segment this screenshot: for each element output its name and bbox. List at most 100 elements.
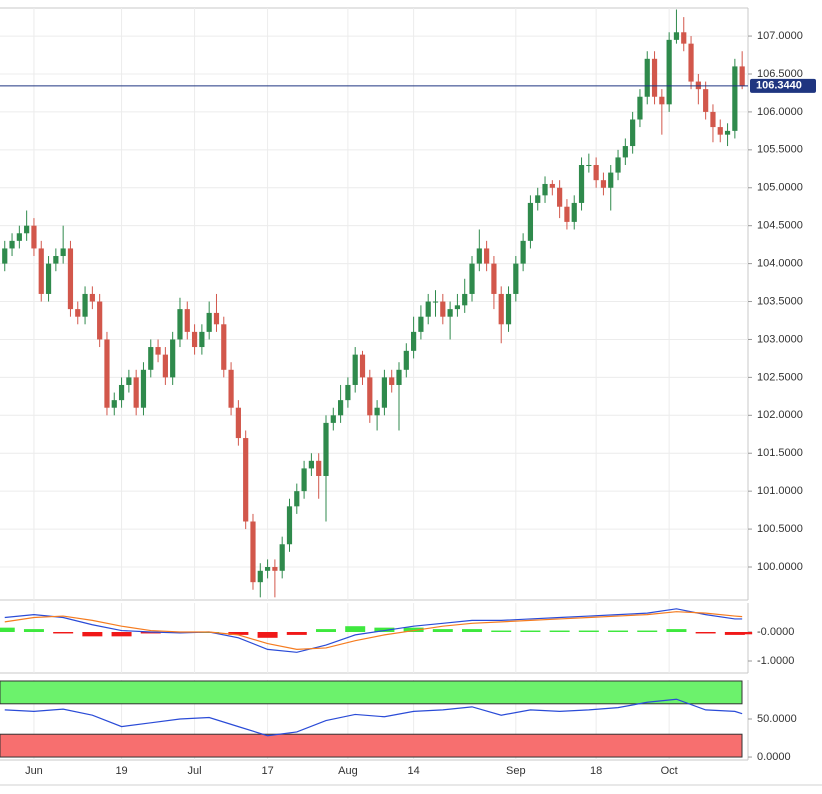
histogram-bar	[608, 630, 629, 632]
candle-body	[411, 331, 417, 351]
candle-body	[82, 293, 88, 317]
candle-body	[308, 460, 314, 469]
candle-body	[75, 309, 81, 317]
x-tick-label: 14	[407, 765, 419, 777]
candle-body	[651, 58, 658, 97]
histogram-bar	[345, 626, 366, 632]
histogram-bar	[403, 627, 424, 632]
candle-body	[330, 415, 336, 423]
histogram-bar	[23, 629, 44, 632]
y-tick-label: 102.0000	[757, 409, 803, 421]
candle-body	[717, 127, 723, 135]
histogram-bar	[0, 627, 15, 632]
candle-body	[644, 58, 650, 97]
histogram-bar	[695, 631, 716, 634]
candle-body	[608, 172, 614, 188]
candle-body	[9, 240, 15, 249]
candle-body	[593, 165, 599, 181]
candle-body	[162, 354, 168, 378]
candle-body	[31, 225, 37, 249]
x-tick-label: 17	[261, 765, 273, 777]
last-price-box	[750, 78, 816, 93]
histogram-bar	[637, 630, 658, 632]
candle-body	[586, 165, 592, 167]
candle-body	[557, 187, 563, 207]
candle-body	[323, 422, 329, 476]
candle-body	[491, 263, 497, 294]
candle-body	[710, 111, 716, 128]
candle-body	[301, 468, 307, 492]
candle-body	[396, 369, 402, 385]
candle-body	[666, 39, 672, 105]
candle-body	[681, 32, 687, 44]
candle-body	[133, 377, 139, 408]
candle-body	[600, 180, 607, 188]
histogram-bar	[578, 630, 599, 632]
candle-body	[45, 263, 52, 294]
candle-body	[316, 460, 322, 476]
candle-body	[213, 312, 220, 325]
candle-body	[739, 66, 745, 86]
candle-body	[637, 96, 643, 120]
histogram-bar	[82, 631, 103, 637]
x-tick-label: 19	[115, 765, 127, 777]
candle-body	[673, 32, 680, 40]
candle-body	[53, 256, 59, 264]
candle-body	[352, 354, 358, 385]
histogram-bar	[374, 627, 395, 632]
y-tick-label: -1.0000	[757, 655, 794, 667]
y-tick-label: 106.5000	[757, 68, 803, 80]
candle-body	[535, 195, 541, 203]
candle-body	[389, 377, 395, 385]
candle-body	[337, 400, 344, 416]
candle-body	[2, 248, 8, 264]
candle-body	[38, 248, 44, 294]
candle-body	[111, 400, 117, 408]
candle-body	[403, 350, 409, 370]
candle-body	[659, 96, 665, 105]
candle-body	[432, 301, 439, 303]
indicator-line	[4, 611, 743, 650]
candle-body	[89, 293, 95, 302]
candle-body	[505, 293, 512, 325]
histogram-bar	[432, 629, 453, 632]
candle-body	[24, 225, 30, 234]
indicator-line	[4, 608, 743, 653]
candle-body	[118, 384, 125, 401]
candle-body	[264, 567, 271, 571]
candle-body	[16, 233, 22, 241]
candle-body	[221, 324, 227, 370]
candle-body	[184, 309, 190, 332]
candle-body	[440, 301, 446, 317]
candle-body	[732, 66, 738, 131]
y-tick-label: 101.0000	[757, 485, 803, 497]
histogram-bar	[111, 631, 132, 637]
histogram-bar	[315, 629, 336, 632]
candle-body	[155, 347, 161, 355]
candle-body	[476, 248, 482, 264]
y-tick-label: 106.0000	[757, 106, 803, 118]
x-tick-label: Jul	[188, 765, 202, 777]
x-tick-label: Oct	[661, 765, 678, 777]
x-tick-label: Jun	[25, 765, 43, 777]
candle-body	[294, 491, 300, 507]
candle-body	[484, 248, 490, 264]
candle-body	[235, 407, 241, 439]
candle-body	[564, 206, 570, 222]
histogram-bar	[520, 630, 541, 632]
candle-body	[469, 263, 475, 294]
histogram-bar	[286, 631, 307, 635]
histogram-bar	[732, 631, 753, 635]
indicator-line	[4, 698, 743, 737]
candle-body	[104, 339, 110, 408]
y-tick-label: 101.5000	[757, 447, 803, 459]
candle-body	[513, 263, 519, 294]
candle-body	[498, 293, 504, 325]
rsi-band	[0, 680, 743, 705]
x-tick-label: Aug	[338, 765, 358, 777]
candle-body	[257, 570, 263, 583]
candle-body	[549, 183, 555, 188]
y-tick-label: 100.5000	[757, 523, 803, 535]
candle-body	[97, 301, 103, 340]
